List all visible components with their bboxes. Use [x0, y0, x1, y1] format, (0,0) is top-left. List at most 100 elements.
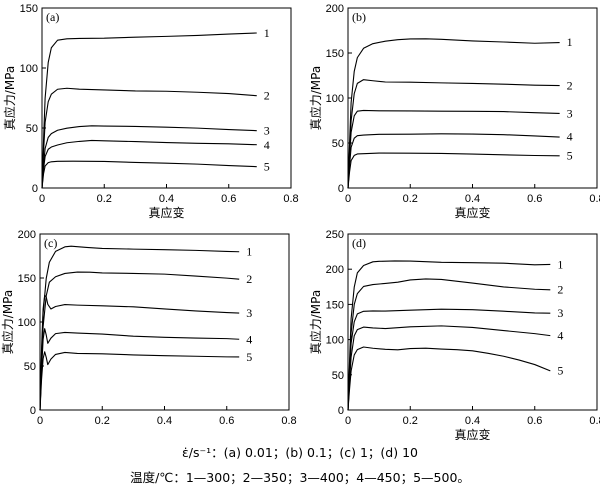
panel-label-d: (d): [352, 236, 366, 250]
series-line-b-5: [347, 152, 560, 189]
y-tick-label: 0: [32, 183, 38, 195]
series-label-d-1: 1: [557, 257, 563, 271]
series-label-b-3: 3: [567, 106, 573, 120]
y-axis-title-c: 真应力/MPa: [0, 290, 15, 354]
series-label-b-1: 1: [567, 35, 573, 49]
series-line-c-5: [39, 351, 240, 411]
panel-label-b: (b): [352, 10, 366, 24]
x-tick-label: 0: [37, 415, 43, 427]
x-tick-label: 0.6: [527, 193, 542, 205]
series-label-d-5: 5: [557, 364, 563, 378]
caption-temperature: 温度/℃：1—300；2—350；3—400；4—450；5—500。: [130, 470, 470, 485]
series-label-a-3: 3: [264, 123, 270, 137]
series-label-b-2: 2: [567, 78, 573, 92]
chart-panel-d: 0 0.2 0.4 0.6 0.8 0 50 100 150 200 250 (d) 真应变 真应力/MP…: [308, 229, 600, 440]
series-line-a-3: [41, 125, 257, 189]
chart-panel-a: 0 0.2 0.4 0.6 0.8 0 50 100 150 (a) 真应变 真应力/MPa 1 2 34 5: [2, 3, 299, 220]
series-line-d-3: [347, 308, 551, 411]
figure: 0 0.2 0.4 0.6 0.8050100150(a)真应变真应力/MPa12345…: [0, 3, 600, 440]
x-tick-label: 0.2: [403, 193, 418, 205]
x-tick-label: 0: [345, 193, 351, 205]
x-tick-label: 0.6: [219, 415, 234, 427]
y-axis-title-b: 真应力/MPa: [308, 66, 323, 130]
series-line-b-1: [347, 38, 560, 189]
x-tick-label: 0.4: [159, 193, 174, 205]
x-tick-label: 0.4: [157, 415, 172, 427]
series-label-b-5: 5: [567, 149, 573, 163]
plot-frame-c: [39, 233, 290, 411]
series-label-c-3: 3: [246, 306, 252, 320]
y-tick-label: 0: [30, 405, 36, 417]
x-axis-title-b: 真应变: [454, 205, 490, 220]
x-tick-label: 0.8: [589, 193, 600, 205]
x-axis-title-a: 真应变: [148, 205, 184, 220]
y-tick-label: 150: [326, 48, 344, 60]
series-line-d-4: [347, 325, 551, 411]
series-label-a-4: 4: [264, 138, 270, 152]
chart-panel-b: 0 0.2 0.4 0.6 0.8 0 50 100 150 200 (b) 真应变 真应力/MPa 1 2…: [308, 3, 600, 220]
series-line-c-1: [39, 245, 240, 411]
panel-label-a: (a): [46, 10, 59, 24]
caption-strain-rate: ε̇/s⁻¹：(a) 0.01；(b) 0.1；(c) 1；(d) 10: [182, 445, 418, 460]
y-tick-label: 100: [18, 317, 36, 329]
series-label-c-4: 4: [246, 333, 252, 347]
series-label-d-3: 3: [557, 306, 563, 320]
y-tick-label: 150: [20, 3, 38, 15]
series-label-d-2: 2: [557, 283, 563, 297]
x-tick-label: 0.6: [527, 415, 542, 427]
series-line-d-5: [347, 346, 551, 411]
y-tick-label: 100: [20, 63, 38, 75]
series-line-b-4: [347, 133, 560, 189]
y-tick-label: 50: [26, 123, 38, 135]
y-tick-label: 50: [24, 361, 36, 373]
series-line-b-3: [347, 109, 560, 189]
series-line-a-4: [41, 139, 257, 189]
y-tick-label: 200: [326, 3, 344, 15]
series-line-d-2: [347, 278, 551, 411]
series-line-a-1: [41, 32, 257, 189]
y-tick-label: 50: [332, 138, 344, 150]
series-label-a-1: 1: [264, 26, 270, 40]
series-label-a-2: 2: [264, 89, 270, 103]
y-tick-label: 100: [326, 335, 344, 347]
y-axis-title-a: 真应力/MPa: [2, 66, 17, 130]
x-tick-label: 0.2: [403, 415, 418, 427]
y-tick-label: 100: [326, 93, 344, 105]
y-tick-label: 200: [18, 229, 36, 241]
y-tick-label: 50: [332, 370, 344, 382]
series-line-c-3: [39, 294, 240, 411]
y-tick-label: 250: [326, 229, 344, 241]
y-tick-label: 0: [338, 183, 344, 195]
y-tick-label: 200: [326, 264, 344, 276]
x-tick-label: 0.8: [589, 415, 600, 427]
x-tick-label: 0.8: [283, 193, 298, 205]
series-label-c-2: 2: [246, 272, 252, 286]
x-tick-label: 0.4: [465, 193, 480, 205]
series-label-c-5: 5: [246, 350, 252, 364]
y-tick-label: 150: [326, 299, 344, 311]
series-label-d-4: 4: [557, 328, 563, 342]
y-axis-title-d: 真应力/MPa: [308, 290, 323, 354]
x-tick-label: 0.2: [97, 193, 112, 205]
x-tick-label: 0: [345, 415, 351, 427]
y-tick-label: 0: [338, 405, 344, 417]
series-label-a-5: 5: [264, 159, 270, 173]
panel-label-c: (c): [44, 236, 57, 250]
plot-frame-b: [347, 7, 598, 189]
series-line-a-5: [41, 160, 257, 189]
x-tick-label: 0.6: [221, 193, 236, 205]
x-tick-label: 0: [39, 193, 45, 205]
chart-panel-c: 0 0.2 0.4 0.6 0.8 0 50 100 150 200 (c) 真应力/MPa 1 2 3 4 5: [0, 229, 297, 427]
series-line-c-2: [39, 271, 240, 411]
series-label-c-1: 1: [246, 245, 252, 259]
x-tick-label: 0.2: [95, 415, 110, 427]
series-label-b-4: 4: [567, 130, 573, 144]
x-tick-label: 0.4: [465, 415, 480, 427]
series-line-a-2: [41, 87, 257, 189]
series-line-c-4: [39, 328, 240, 411]
series-line-d-1: [347, 260, 551, 411]
x-tick-label: 0.8: [281, 415, 296, 427]
x-axis-title-d: 真应变: [454, 427, 490, 440]
series-line-b-2: [347, 79, 560, 189]
y-tick-label: 150: [18, 273, 36, 285]
